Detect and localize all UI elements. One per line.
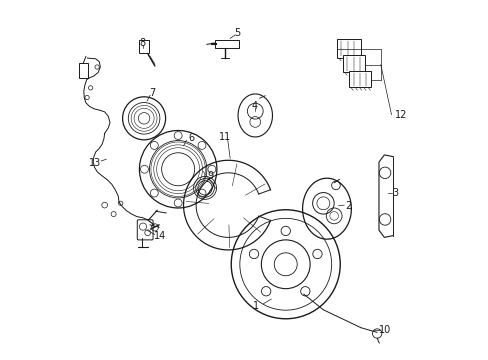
Bar [348, 71, 370, 87]
Text: 7: 7 [149, 88, 155, 98]
Bar [343, 55, 365, 72]
Bar [79, 63, 88, 78]
FancyBboxPatch shape [137, 220, 153, 240]
Text: 8: 8 [139, 38, 145, 48]
Text: 3: 3 [392, 188, 398, 198]
Text: 13: 13 [88, 158, 101, 168]
Text: 1: 1 [253, 301, 259, 311]
Text: 10: 10 [378, 325, 390, 335]
Text: 14: 14 [154, 231, 166, 241]
Bar [139, 40, 149, 53]
Bar [215, 40, 239, 48]
Text: 12: 12 [395, 110, 407, 120]
Text: 6: 6 [188, 133, 194, 143]
Text: 4: 4 [251, 102, 257, 112]
Text: 11: 11 [218, 132, 230, 142]
Text: 5: 5 [234, 28, 240, 38]
Bar [336, 40, 361, 58]
Text: 2: 2 [345, 201, 351, 211]
Text: 9: 9 [207, 171, 213, 181]
